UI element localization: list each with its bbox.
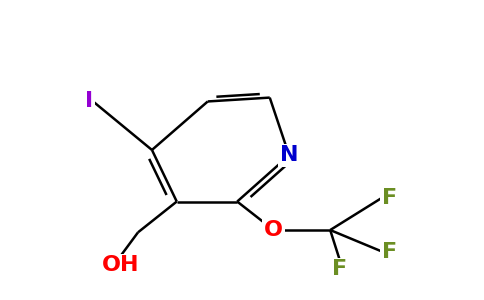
Text: F: F (382, 188, 397, 208)
Text: O: O (264, 220, 283, 240)
Text: OH: OH (102, 255, 140, 275)
Text: F: F (382, 242, 397, 262)
Text: N: N (280, 146, 298, 165)
Text: F: F (332, 259, 347, 279)
Text: I: I (85, 92, 93, 111)
